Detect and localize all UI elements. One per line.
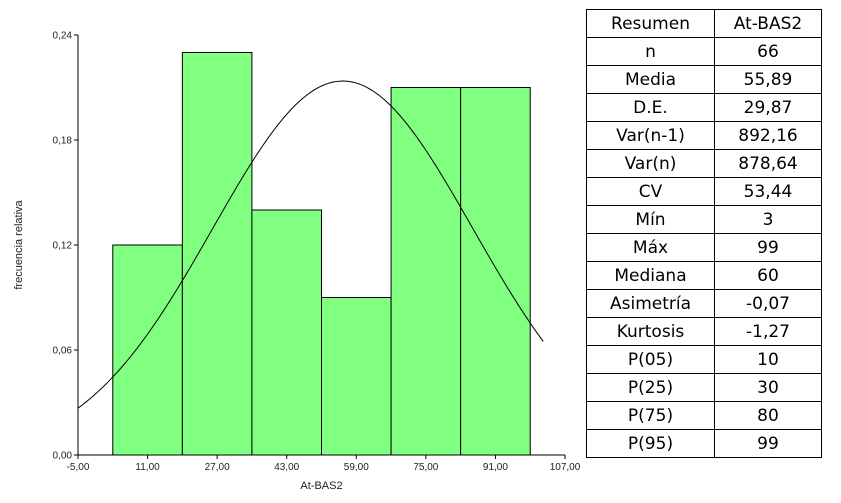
table-row: Asimetría -0,07 [586, 289, 822, 318]
table-row: Var(n-1) 892,16 [586, 121, 822, 150]
stat-label: D.E. [586, 93, 715, 122]
table-row: P(95) 99 [586, 429, 822, 458]
stat-value: 53,44 [714, 177, 822, 206]
x-tick-label-7: 107,00 [550, 462, 580, 473]
histogram-bar-6 [460, 87, 531, 456]
stat-label: P(75) [586, 401, 715, 430]
y-tick-label-4: 0,24 [53, 31, 73, 42]
histogram-bar-1 [112, 244, 183, 456]
y-tick-label-1: 0,06 [53, 346, 73, 357]
x-tick-label-2: 27,00 [205, 462, 230, 473]
x-tick-label-1: 11,00 [135, 462, 160, 473]
stat-label: Mediana [586, 261, 715, 290]
table-row: Mediana 60 [586, 261, 822, 290]
stat-label: Var(n-1) [586, 121, 715, 150]
stat-value: 66 [714, 37, 822, 66]
stat-label: Mín [586, 205, 715, 234]
header-summary: Resumen [586, 9, 715, 38]
stat-label: P(95) [586, 429, 715, 458]
table-row: P(25) 30 [586, 373, 822, 402]
table-row: P(75) 80 [586, 401, 822, 430]
x-tick-label-5: 75,00 [413, 462, 438, 473]
y-axis-title: frecuencia relativa [13, 199, 25, 289]
table-row: Kurtosis -1,27 [586, 317, 822, 346]
x-tick-label-3: 43,00 [274, 462, 299, 473]
table-row: Máx 99 [586, 233, 822, 262]
stat-value: 30 [714, 373, 822, 402]
stat-label: Var(n) [586, 149, 715, 178]
table-row: D.E. 29,87 [586, 93, 822, 122]
normal-curve [77, 80, 544, 409]
y-tick-label-0: 0,00 [53, 451, 73, 462]
summary-stats-table: Resumen At-BAS2 n 66 Media 55,89 D.E. 29,87… [586, 9, 822, 458]
stat-label: n [586, 37, 715, 66]
histogram-chart: 0,00 0,06 0,12 0,18 0,24 -5,00 11,00 27,00 43,00… [13, 31, 580, 493]
x-tick-label-6: 91,00 [483, 462, 508, 473]
stat-value: 55,89 [714, 65, 822, 94]
y-tick-label-3: 0,18 [53, 136, 73, 147]
stat-label: Asimetría [586, 289, 715, 318]
stat-value: 80 [714, 401, 822, 430]
y-tick-label-2: 0,12 [53, 241, 73, 252]
x-tick-label-0: -5,00 [67, 462, 90, 473]
table-row: P(05) 10 [586, 345, 822, 374]
stat-label: Máx [586, 233, 715, 262]
stat-value: 29,87 [714, 93, 822, 122]
stat-label: Media [586, 65, 715, 94]
stat-value: 3 [714, 205, 822, 234]
stat-label: Kurtosis [586, 317, 715, 346]
stat-value: 99 [714, 429, 822, 458]
stat-label: P(25) [586, 373, 715, 402]
histogram-bar-4 [321, 297, 392, 456]
header-variable: At-BAS2 [714, 9, 822, 38]
stat-value: -1,27 [714, 317, 822, 346]
stat-value: -0,07 [714, 289, 822, 318]
histogram-bar-3 [251, 209, 322, 456]
histogram-bar-2 [181, 52, 253, 456]
table-row: n 66 [586, 37, 822, 66]
stat-label: CV [586, 177, 715, 206]
histogram-bar-5 [390, 87, 462, 456]
stat-value: 60 [714, 261, 822, 290]
x-axis-title: At-BAS2 [300, 480, 342, 492]
stat-value: 892,16 [714, 121, 822, 150]
x-tick-label-4: 59,00 [344, 462, 369, 473]
table-header-row: Resumen At-BAS2 [586, 9, 822, 38]
table-row: Var(n) 878,64 [586, 149, 822, 178]
stat-label: P(05) [586, 345, 715, 374]
table-row: Media 55,89 [586, 65, 822, 94]
table-row: Mín 3 [586, 205, 822, 234]
stat-value: 878,64 [714, 149, 822, 178]
stat-value: 10 [714, 345, 822, 374]
stat-value: 99 [714, 233, 822, 262]
table-row: CV 53,44 [586, 177, 822, 206]
